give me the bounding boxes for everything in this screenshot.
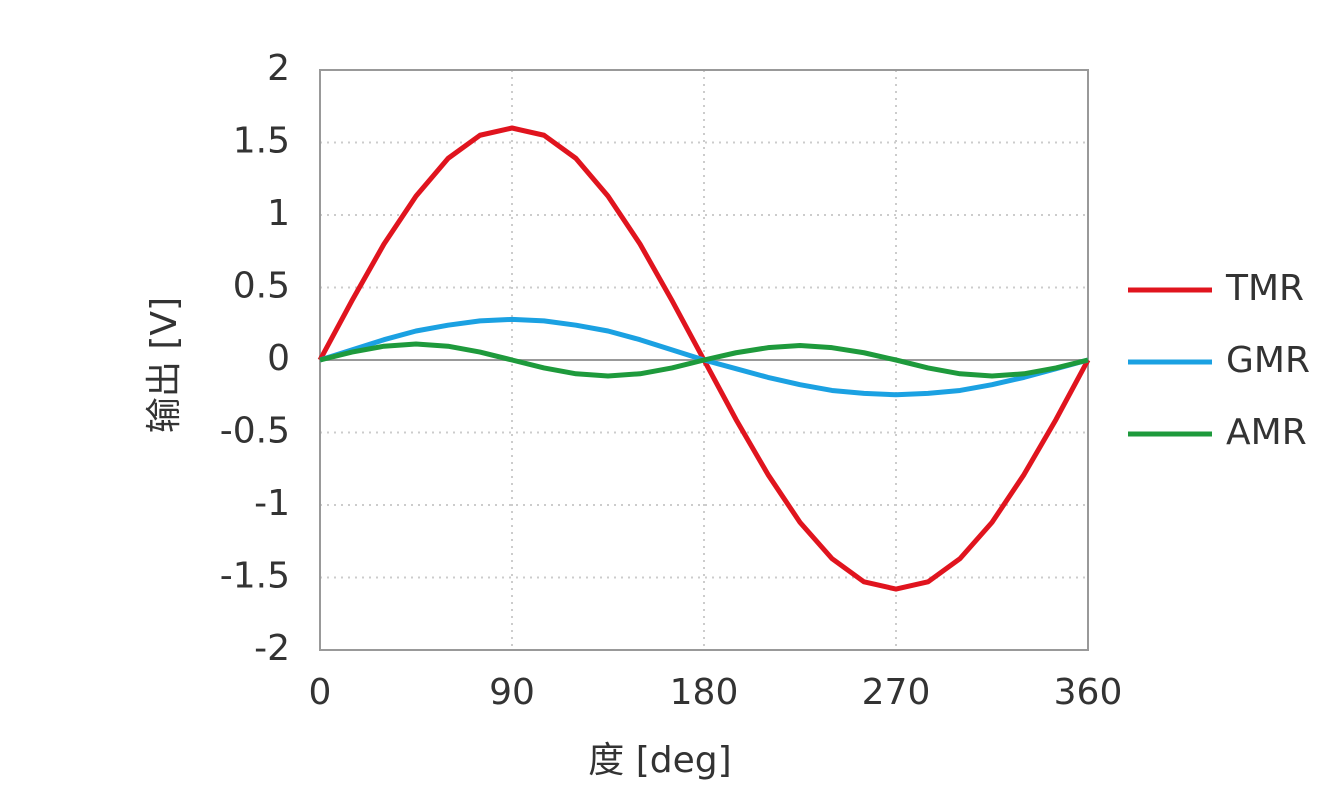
x-tick-label: 90: [489, 672, 535, 713]
legend-label: TMR: [1225, 268, 1304, 309]
y-tick-label: -2: [254, 628, 290, 669]
y-tick-label: -0.5: [220, 411, 290, 452]
y-tick-label: 1: [267, 193, 290, 234]
x-tick-label: 0: [309, 672, 332, 713]
legend-label: GMR: [1226, 340, 1310, 381]
x-axis-label: 度 [deg]: [588, 740, 731, 781]
line: [319, 341, 1089, 379]
x-tick-label: 360: [1054, 672, 1123, 713]
y-tick-label: 2: [267, 48, 290, 89]
x-tick-label: 180: [670, 672, 739, 713]
legend-label: AMR: [1226, 412, 1307, 453]
y-tick-label: 1.5: [233, 121, 290, 162]
x-tick-label: 270: [862, 672, 931, 713]
y-axis-label: 输出 [V]: [144, 297, 185, 433]
y-tick-label: -1.5: [220, 556, 290, 597]
y-tick-label: -1: [254, 483, 290, 524]
y-tick-label: 0: [267, 338, 290, 379]
y-tick-label: 0.5: [233, 266, 290, 307]
